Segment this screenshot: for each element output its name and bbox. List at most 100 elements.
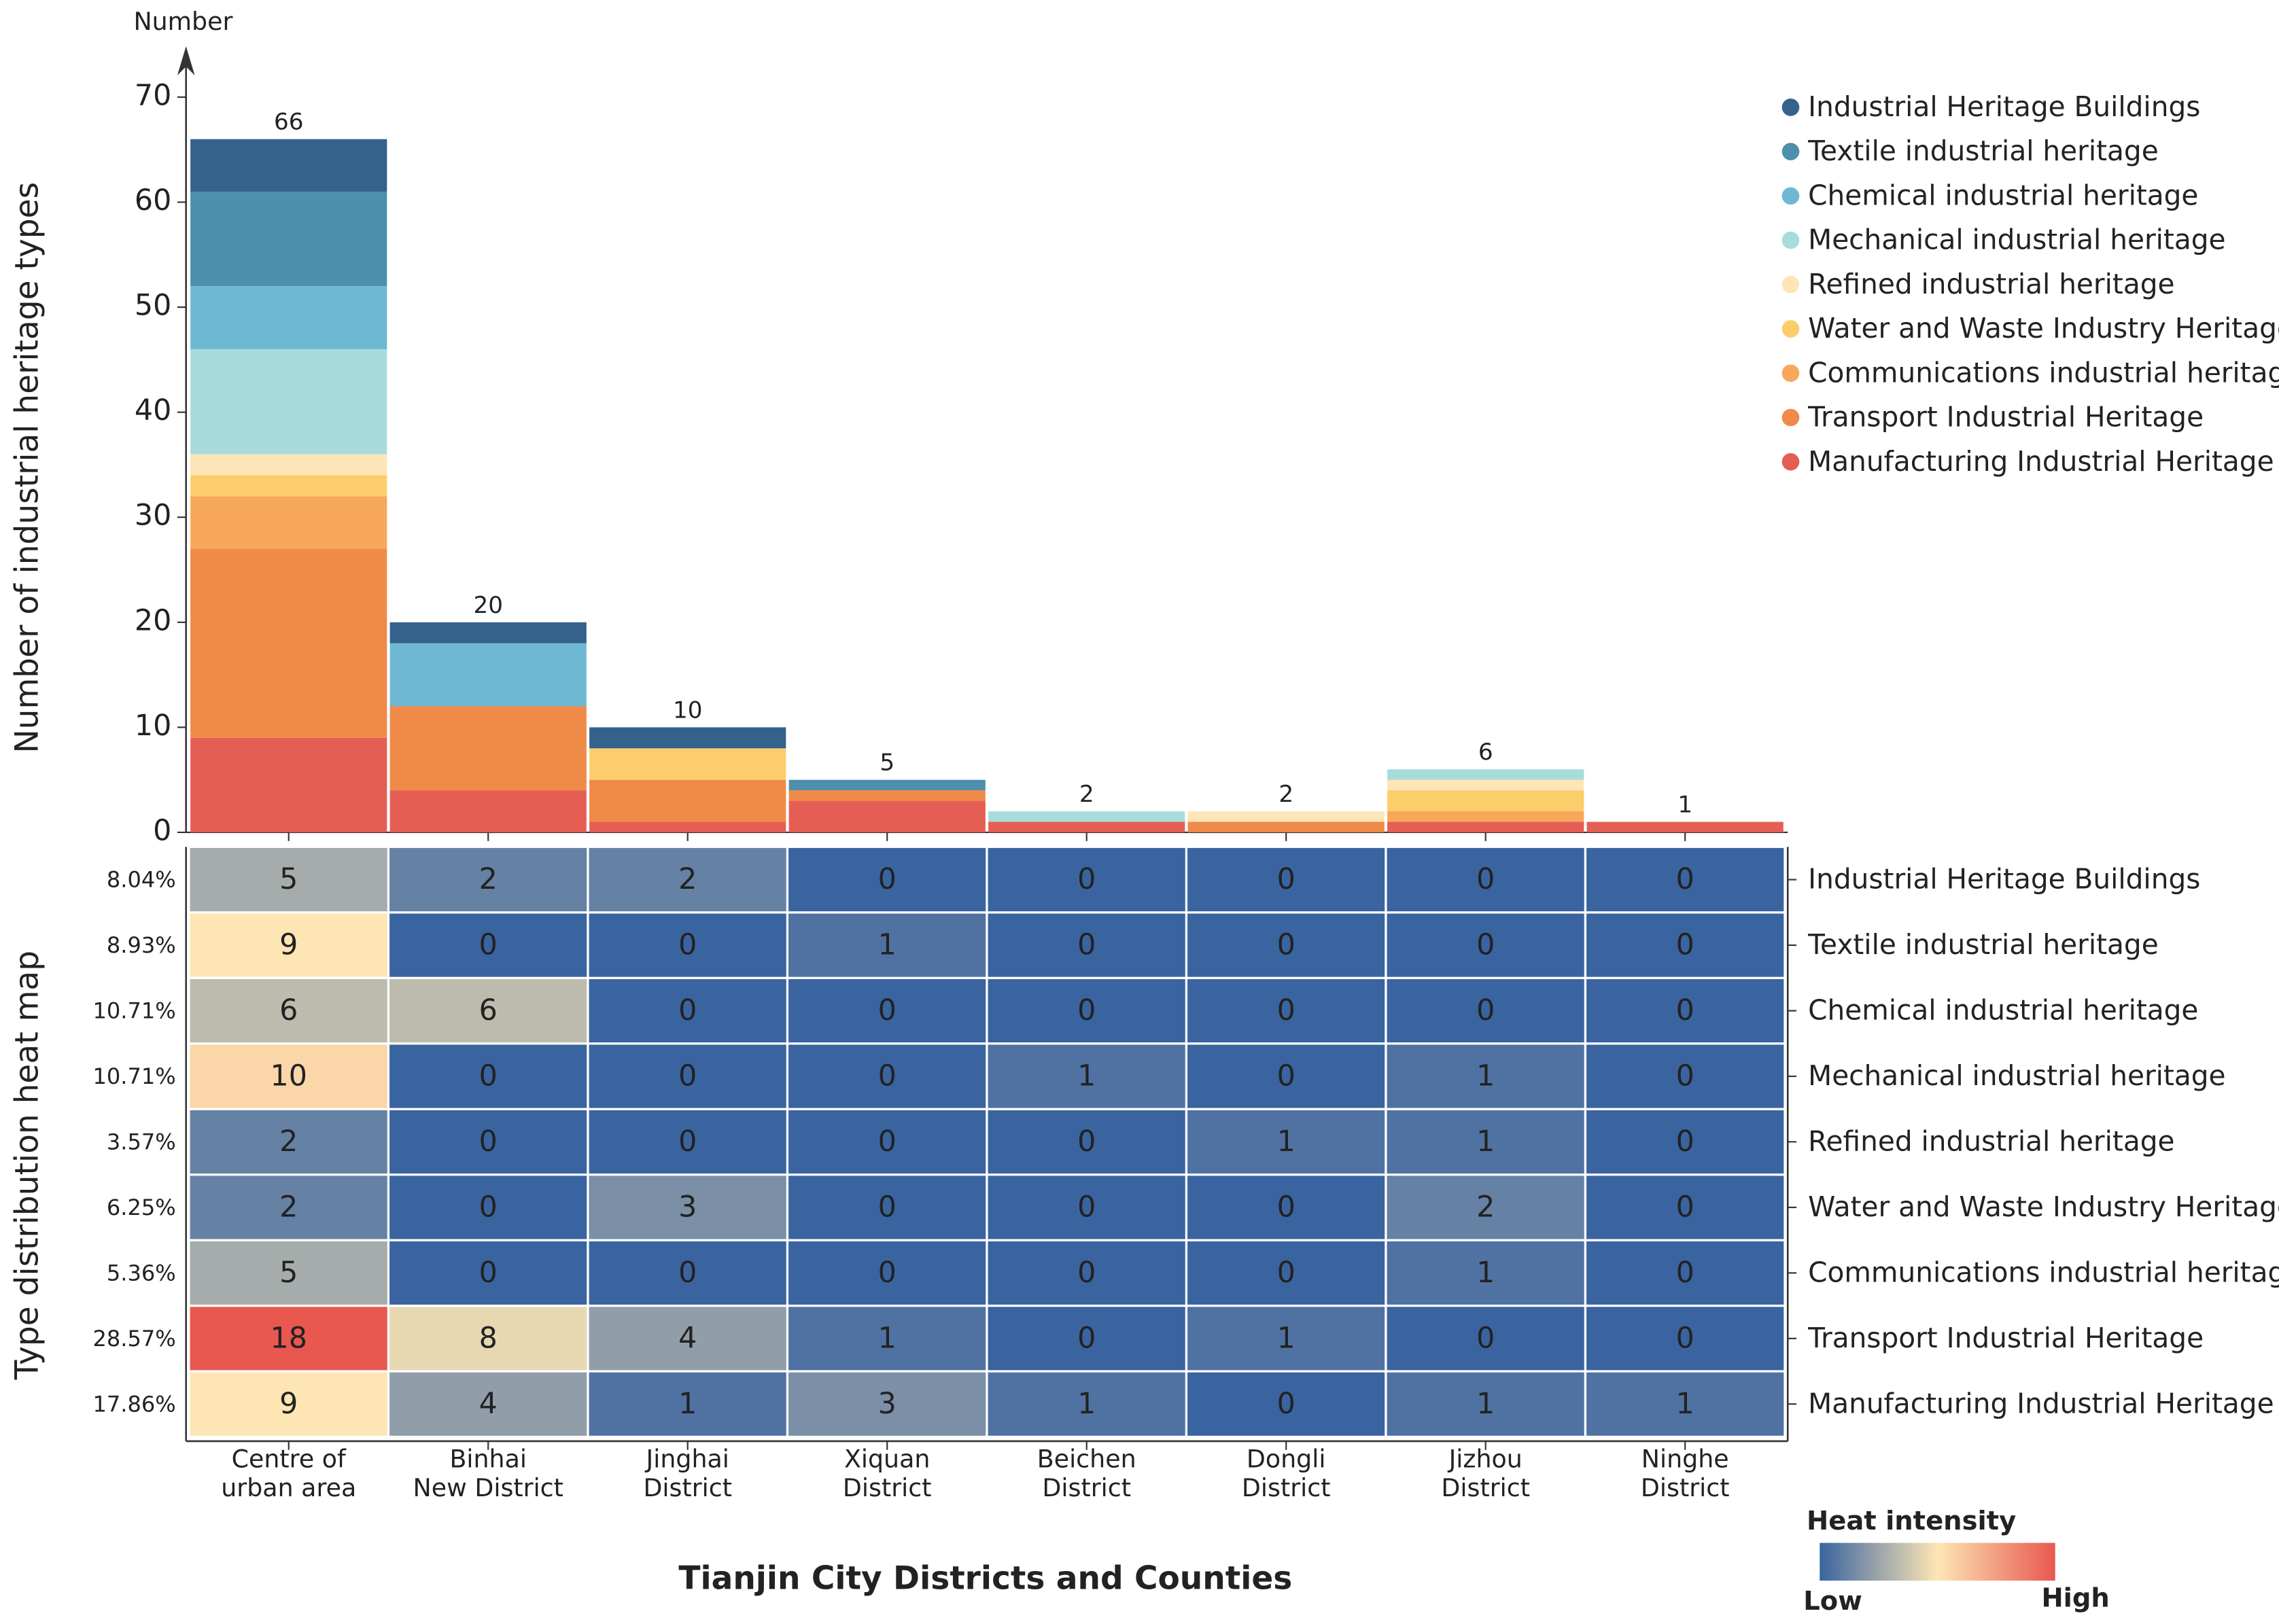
heat-cell-label: 0	[1077, 1190, 1096, 1224]
bar-segment	[1387, 790, 1584, 812]
heat-cell	[1385, 1173, 1587, 1241]
total-label: 5	[880, 749, 894, 777]
x-tick-label-box: Jinghai District	[643, 1445, 732, 1504]
heat-cell-label: 0	[1277, 993, 1295, 1027]
heat-cell	[986, 1108, 1188, 1176]
heat-cell-label: 0	[1476, 993, 1495, 1027]
bar-segment	[190, 139, 387, 192]
heat-cell-label: 2	[279, 1125, 298, 1159]
heat-cell-label: 0	[878, 1125, 897, 1159]
heat-cell-label: 0	[1676, 1256, 1694, 1290]
heat-cell-label: 1	[1077, 1059, 1096, 1093]
bar-segment	[190, 475, 387, 497]
heat-cell-label: 5	[279, 1256, 298, 1290]
bar-segment	[190, 349, 387, 455]
legend-marker	[1781, 408, 1800, 427]
row-share-label: 17.86%	[92, 1391, 175, 1417]
heat-cell-label: 0	[1277, 1190, 1295, 1224]
total-label: 10	[673, 696, 703, 724]
legend-label[interactable]: Transport Industrial Heritage	[1807, 401, 2204, 434]
legend-label[interactable]: Communications industrial heritage	[1808, 356, 2279, 389]
legend-label[interactable]: Mechanical industrial heritage	[1808, 224, 2225, 256]
heat-cell	[188, 911, 390, 979]
bar-segment	[788, 790, 986, 801]
x-tick-label-box: Beichen District	[1037, 1445, 1136, 1504]
bar-segment	[589, 727, 786, 749]
heat-cell-label: 9	[279, 928, 298, 962]
heat-cell	[1584, 1239, 1786, 1307]
heat-cell-label: 2	[279, 1190, 298, 1224]
heat-cell	[1584, 1042, 1786, 1110]
heat-cell-label: 0	[1077, 862, 1096, 896]
heat-cell-label: 0	[678, 928, 697, 962]
heat-cell	[1385, 1042, 1587, 1110]
heat-cell-label: 1	[878, 928, 897, 962]
bar-segment	[190, 454, 387, 476]
heat-cell-label: 0	[1676, 1190, 1694, 1224]
heat-cell	[1185, 1042, 1387, 1110]
x-tick-label: Centre of urban area	[221, 1445, 357, 1504]
x-tick-label: Ninghe District	[1640, 1445, 1730, 1504]
heat-cell	[986, 911, 1188, 979]
heat-cell	[786, 1173, 988, 1241]
heat-cell-label: 0	[1676, 1059, 1694, 1093]
x-tick-label-box: Xiquan District	[842, 1445, 932, 1504]
bar-segment	[190, 737, 387, 832]
heat-cell	[188, 1042, 390, 1110]
heat-cell-label: 0	[878, 1059, 897, 1093]
legend-label[interactable]: Textile industrial heritage	[1807, 135, 2159, 167]
heat-cell	[1185, 845, 1387, 914]
heat-cell-label: 0	[1476, 862, 1495, 896]
total-label: 2	[1278, 781, 1293, 808]
bar-segment	[190, 496, 387, 549]
bar-segment	[589, 779, 786, 822]
heat-cell-label: 0	[878, 1256, 897, 1290]
row-label: Manufacturing Industrial Heritage	[1808, 1387, 2274, 1419]
heat-cell	[786, 1108, 988, 1176]
heat-legend-bar	[1820, 1542, 2055, 1581]
y-tick-label: 70	[135, 78, 171, 112]
y-tick-label: 60	[135, 183, 171, 217]
heat-cell-label: 5	[279, 862, 298, 896]
bar-segment	[190, 548, 387, 738]
heat-cell	[387, 976, 589, 1045]
bar-segment	[1187, 811, 1385, 822]
legend-marker	[1781, 99, 1800, 116]
x-tick-label: Xiquan District	[842, 1445, 932, 1504]
heat-cell-label: 6	[279, 993, 298, 1027]
legend-label[interactable]: Industrial Heritage Buildings	[1808, 90, 2200, 123]
heat-cell	[188, 1304, 390, 1373]
legend-label[interactable]: Water and Waste Industry Heritage	[1808, 312, 2279, 345]
x-axis-title: Tianjin City Districts and Counties	[678, 1560, 1292, 1597]
heat-cell	[387, 1108, 589, 1176]
heat-cell	[387, 1042, 589, 1110]
heat-cell-label: 4	[678, 1321, 697, 1355]
heat-legend-title: Heat intensity	[1807, 1506, 2016, 1536]
row-label: Textile industrial heritage	[1807, 928, 2159, 961]
heat-cell-label: 8	[479, 1321, 498, 1355]
heat-cell	[587, 845, 789, 914]
y-tick-label: 50	[135, 289, 171, 323]
heat-legend-high: High	[2041, 1583, 2109, 1614]
heat-cell-label: 0	[1277, 1387, 1295, 1421]
heat-cell-label: 1	[1277, 1321, 1295, 1355]
y-tick-label: 20	[135, 603, 171, 637]
legend-label[interactable]: Chemical industrial heritage	[1808, 179, 2198, 211]
heat-cell-label: 0	[1077, 1321, 1096, 1355]
bar-segment	[389, 643, 587, 707]
heat-cell-label: 0	[1277, 928, 1295, 962]
heat-cell-label: 0	[479, 1190, 498, 1224]
heat-cell-label: 0	[1676, 862, 1694, 896]
axis-arrow	[177, 46, 195, 75]
legend-label[interactable]: Refined industrial heritage	[1808, 268, 2174, 300]
heat-cell	[387, 1304, 589, 1373]
heat-cell-label: 0	[1676, 928, 1694, 962]
heat-cell-label: 0	[1476, 928, 1495, 962]
y-tick-label: 0	[153, 813, 171, 847]
legend-marker	[1781, 320, 1800, 338]
bar-segment	[1387, 811, 1584, 822]
total-label: 20	[473, 592, 503, 619]
heat-cell-label: 0	[878, 862, 897, 896]
legend-label[interactable]: Manufacturing Industrial Heritage	[1808, 445, 2274, 478]
